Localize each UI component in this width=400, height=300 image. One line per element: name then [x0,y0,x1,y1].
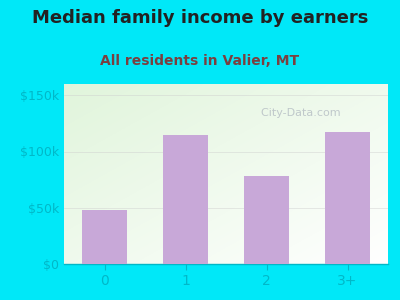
Text: Median family income by earners: Median family income by earners [32,9,368,27]
Bar [244,176,289,264]
Bar [325,132,370,264]
Text: All residents in Valier, MT: All residents in Valier, MT [100,54,300,68]
Bar [82,210,127,264]
Text: City-Data.com: City-Data.com [254,108,340,118]
Bar [163,135,208,264]
